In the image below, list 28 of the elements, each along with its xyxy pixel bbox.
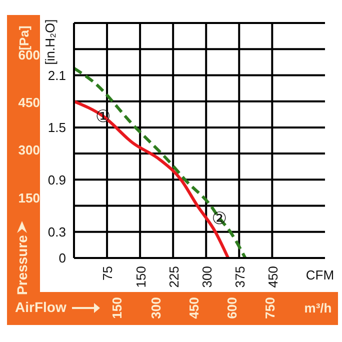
y-axis-title: [in.H₂O] bbox=[42, 19, 58, 65]
y-tick-label: 0.9 bbox=[48, 172, 66, 188]
y-tick-label: 1.5 bbox=[48, 120, 66, 136]
x-tick-label: 450 bbox=[265, 266, 280, 288]
x2-tick-label: 300 bbox=[148, 297, 164, 319]
y-tick-label: 0 bbox=[58, 250, 66, 266]
annotation: ② bbox=[212, 209, 227, 229]
x-axis-title: CFM bbox=[306, 268, 334, 282]
line-series bbox=[74, 66, 247, 258]
x2-axis-title: m³/h bbox=[304, 300, 332, 316]
x2-tick-label: 450 bbox=[186, 297, 202, 319]
x2-tick-label: 750 bbox=[262, 297, 278, 319]
y-tick-label: 2.1 bbox=[48, 68, 66, 83]
line-series bbox=[74, 100, 230, 258]
y2-tick-label: 150 bbox=[18, 190, 40, 206]
y-tick-label: 0.3 bbox=[48, 224, 66, 240]
x-tick-label: 375 bbox=[232, 266, 248, 288]
x-tick-label: 300 bbox=[199, 266, 214, 288]
y2-axis-title: [Pa] bbox=[16, 26, 32, 50]
text: AirFlow bbox=[15, 299, 66, 315]
x-tick-label: 75 bbox=[100, 266, 116, 280]
y2-tick-label: 300 bbox=[18, 142, 40, 158]
x-tick-label: 225 bbox=[166, 266, 182, 288]
x2-tick-label: 150 bbox=[110, 297, 125, 319]
x2-tick-label: 600 bbox=[224, 297, 240, 319]
y2-tick-label: 450 bbox=[18, 95, 40, 110]
x-tick-label: 150 bbox=[133, 266, 148, 288]
text: Pressure bbox=[14, 235, 30, 295]
